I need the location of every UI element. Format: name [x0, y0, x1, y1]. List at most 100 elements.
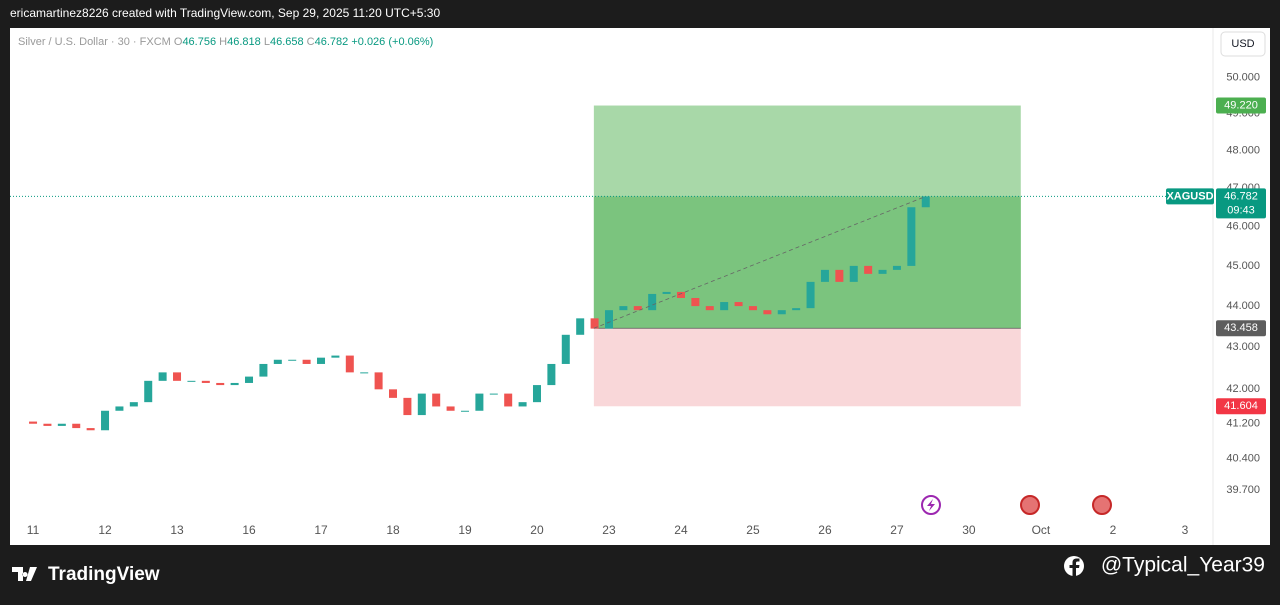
- candle-body: [604, 310, 613, 329]
- x-tick-label: 17: [314, 523, 328, 537]
- candle-body: [72, 423, 81, 429]
- x-tick-label: 27: [890, 523, 904, 537]
- x-tick-label: 25: [746, 523, 760, 537]
- candle-body: [691, 297, 700, 307]
- candle-body: [331, 355, 340, 358]
- candle-body: [187, 380, 196, 382]
- event-icon[interactable]: [1020, 495, 1040, 515]
- candle-body: [835, 269, 844, 282]
- current-badge-bg: [1216, 188, 1266, 219]
- candle-body: [101, 410, 110, 431]
- y-tick-label: 42.000: [1226, 383, 1260, 395]
- y-tick-label: 50.000: [1226, 71, 1260, 83]
- candle-body: [417, 393, 426, 416]
- candle-body: [345, 355, 354, 373]
- candle-body: [878, 269, 887, 274]
- author-handle: @Typical_Year39: [1101, 554, 1265, 577]
- y-tick-label: 45.000: [1226, 260, 1260, 272]
- trade-path: [593, 196, 926, 329]
- candle-body: [129, 402, 138, 407]
- currency-button[interactable]: [1220, 31, 1266, 57]
- candle-body: [662, 291, 671, 294]
- x-tick-label: 11: [27, 523, 40, 537]
- candle-body: [892, 265, 901, 270]
- candle-body: [273, 359, 282, 364]
- candle-body: [230, 382, 239, 386]
- candle-body: [216, 382, 225, 386]
- candle-body: [432, 393, 441, 407]
- stop-badge: 41.604: [1216, 398, 1266, 415]
- candle-body: [792, 308, 801, 311]
- candle-body: [173, 372, 182, 381]
- brand-logo: [12, 567, 37, 581]
- candle-body: [532, 385, 541, 403]
- candle-body: [849, 265, 858, 282]
- entry-badge-bg: [1216, 320, 1266, 337]
- candle-body: [144, 380, 153, 403]
- candle-body: [403, 397, 412, 416]
- candle-body: [547, 363, 556, 386]
- candle-body: [288, 359, 297, 361]
- candle-body: [460, 410, 469, 412]
- x-tick-label: 2: [1110, 523, 1117, 537]
- candle-body: [748, 306, 757, 311]
- candle-body: [619, 306, 628, 311]
- entry-label: 43.458: [1224, 322, 1258, 334]
- symbol-badge-bg: [1166, 188, 1214, 205]
- symbol-badge: XAGUSD: [1166, 190, 1213, 202]
- brand-name: TradingView: [48, 564, 160, 585]
- candle-body: [158, 372, 167, 381]
- target-badge: 49.220: [1216, 97, 1266, 114]
- candle-body: [317, 357, 326, 364]
- x-tick-label: 3: [1182, 523, 1189, 537]
- candle-body: [561, 334, 570, 364]
- candle-body: [489, 393, 498, 395]
- candle-body: [720, 302, 729, 311]
- candle-body: [374, 372, 383, 390]
- y-tick-label: 43.000: [1226, 341, 1260, 353]
- candle-body: [921, 196, 930, 208]
- current-price-label: 46.782: [1224, 190, 1258, 202]
- candle-body: [676, 291, 685, 298]
- candle-body: [245, 376, 254, 383]
- candle-body: [864, 265, 873, 274]
- x-tick-label: 20: [530, 523, 544, 537]
- y-tick-label: 46.000: [1226, 220, 1260, 232]
- footer: TradingView @Typical_Year39: [12, 554, 1265, 585]
- loss-zone: [593, 328, 1021, 407]
- target-badge-bg: [1216, 97, 1266, 114]
- facebook-glyph: [1069, 558, 1080, 576]
- candle-body: [576, 318, 585, 335]
- x-tick-label: 12: [98, 523, 112, 537]
- x-tick-label: 30: [962, 523, 976, 537]
- candle-body: [648, 293, 657, 311]
- x-tick-label: 26: [818, 523, 832, 537]
- candle-body: [734, 302, 743, 307]
- event-glyph: [927, 499, 935, 511]
- stop-label: 41.604: [1224, 400, 1258, 412]
- candle-body: [115, 406, 124, 411]
- candle-body: [389, 389, 398, 398]
- candle-body: [518, 402, 527, 407]
- candle-body: [820, 269, 829, 282]
- candle-body: [360, 372, 369, 374]
- plot: 11 12 13 16 17 18 19 20 23 24 25 26 27 30 Oct 2 350.0004…: [10, 71, 1266, 537]
- currency-label: USD: [1231, 38, 1254, 50]
- candle-body: [590, 318, 599, 329]
- candle-body: [201, 380, 210, 383]
- candle-body: [705, 306, 714, 311]
- x-tick-label: 16: [242, 523, 256, 537]
- event-icon[interactable]: [1092, 495, 1112, 515]
- y-tick-label: 48.000: [1226, 144, 1260, 156]
- x-tick-label: 24: [674, 523, 688, 537]
- y-tick-label: 44.000: [1226, 300, 1260, 312]
- y-tick-label: 41.200: [1226, 418, 1260, 430]
- candle-body: [43, 423, 52, 426]
- candle-body: [29, 421, 38, 424]
- x-tick-label: 13: [170, 523, 184, 537]
- x-tick-label: 19: [458, 523, 472, 537]
- candle-body: [806, 281, 815, 309]
- target-label: 49.220: [1224, 99, 1258, 111]
